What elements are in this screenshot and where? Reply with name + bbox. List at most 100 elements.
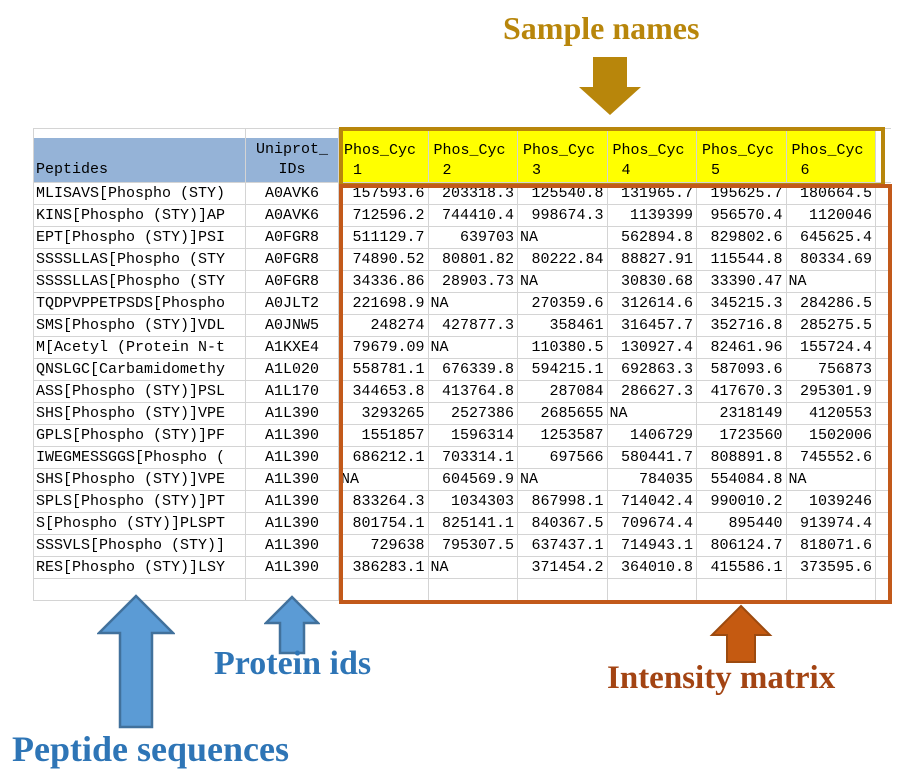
cell-uniprot[interactable]: A0JNW5: [246, 315, 339, 337]
cell-peptide[interactable]: RES[Phospho (STY)]LSY: [34, 557, 246, 579]
cell-intensity[interactable]: 795307.5: [428, 535, 518, 557]
cell-empty[interactable]: [518, 579, 608, 601]
cell-uniprot[interactable]: A0FGR8: [246, 249, 339, 271]
cell-uniprot[interactable]: A1L020: [246, 359, 339, 381]
cell-intensity[interactable]: 1139399: [607, 205, 697, 227]
cell-intensity[interactable]: 714943.1: [607, 535, 697, 557]
cell-intensity[interactable]: 818071.6: [786, 535, 876, 557]
cell-intensity[interactable]: 895440: [697, 513, 787, 535]
cell-uniprot[interactable]: A1L390: [246, 425, 339, 447]
cell-intensity[interactable]: 221698.9: [339, 293, 429, 315]
cell-intensity[interactable]: 806124.7: [697, 535, 787, 557]
cell-intensity[interactable]: 840367.5: [518, 513, 608, 535]
cell-intensity[interactable]: 1406729: [607, 425, 697, 447]
cell-intensity[interactable]: 1596314: [428, 425, 518, 447]
cell-intensity[interactable]: 554084.8: [697, 469, 787, 491]
cell-peptide[interactable]: IWEGMESSGGS[Phospho (: [34, 447, 246, 469]
cell-peptide[interactable]: SSSSLLAS[Phospho (STY: [34, 249, 246, 271]
cell-intensity[interactable]: 358461: [518, 315, 608, 337]
cell-empty[interactable]: [876, 403, 891, 425]
cell-empty[interactable]: [876, 227, 891, 249]
cell-intensity[interactable]: 373595.6: [786, 557, 876, 579]
cell-intensity[interactable]: 415586.1: [697, 557, 787, 579]
cell-intensity[interactable]: 248274: [339, 315, 429, 337]
cell-intensity[interactable]: NA: [428, 337, 518, 359]
cell-intensity[interactable]: 709674.4: [607, 513, 697, 535]
cell-peptide[interactable]: QNSLGC[Carbamidomethy: [34, 359, 246, 381]
cell-uniprot[interactable]: A1L170: [246, 381, 339, 403]
cell-empty[interactable]: [876, 337, 891, 359]
cell-intensity[interactable]: 417670.3: [697, 381, 787, 403]
cell-intensity[interactable]: 4120553: [786, 403, 876, 425]
cell-uniprot[interactable]: A1L390: [246, 403, 339, 425]
cell-intensity[interactable]: 714042.4: [607, 491, 697, 513]
cell-peptide[interactable]: M[Acetyl (Protein N-t: [34, 337, 246, 359]
cell-intensity[interactable]: 1502006: [786, 425, 876, 447]
cell-peptide[interactable]: ASS[Phospho (STY)]PSL: [34, 381, 246, 403]
cell-intensity[interactable]: 270359.6: [518, 293, 608, 315]
cell-intensity[interactable]: 712596.2: [339, 205, 429, 227]
cell-intensity[interactable]: 801754.1: [339, 513, 429, 535]
cell-intensity[interactable]: 1723560: [697, 425, 787, 447]
cell-intensity[interactable]: 79679.09: [339, 337, 429, 359]
cell-intensity[interactable]: NA: [786, 271, 876, 293]
cell-intensity[interactable]: 316457.7: [607, 315, 697, 337]
cell-intensity[interactable]: 364010.8: [607, 557, 697, 579]
cell-intensity[interactable]: 295301.9: [786, 381, 876, 403]
cell-uniprot[interactable]: A0AVK6: [246, 183, 339, 205]
cell-intensity[interactable]: 594215.1: [518, 359, 608, 381]
cell-intensity[interactable]: 352716.8: [697, 315, 787, 337]
cell-empty[interactable]: [876, 249, 891, 271]
cell-intensity[interactable]: 558781.1: [339, 359, 429, 381]
cell-intensity[interactable]: 745552.6: [786, 447, 876, 469]
cell-intensity[interactable]: 344653.8: [339, 381, 429, 403]
cell-intensity[interactable]: 284286.5: [786, 293, 876, 315]
cell-peptide[interactable]: KINS[Phospho (STY)]AP: [34, 205, 246, 227]
cell-empty[interactable]: [876, 513, 891, 535]
cell-empty[interactable]: [607, 579, 697, 601]
cell-empty[interactable]: [876, 469, 891, 491]
cell-empty[interactable]: [876, 293, 891, 315]
cell-empty[interactable]: [876, 183, 891, 205]
cell-intensity[interactable]: 180664.5: [786, 183, 876, 205]
column-header-peptides[interactable]: Peptides: [34, 138, 246, 183]
cell-intensity[interactable]: NA: [428, 293, 518, 315]
column-header-sample[interactable]: Phos_Cyc 1: [339, 138, 429, 183]
cell-empty[interactable]: [876, 359, 891, 381]
cell-intensity[interactable]: 2685655: [518, 403, 608, 425]
cell-intensity[interactable]: 703314.1: [428, 447, 518, 469]
column-header-sample[interactable]: Phos_Cyc 5: [697, 138, 787, 183]
cell-peptide[interactable]: SMS[Phospho (STY)]VDL: [34, 315, 246, 337]
cell-intensity[interactable]: 371454.2: [518, 557, 608, 579]
cell-empty[interactable]: [876, 381, 891, 403]
cell-intensity[interactable]: 33390.47: [697, 271, 787, 293]
cell-intensity[interactable]: 913974.4: [786, 513, 876, 535]
cell-peptide[interactable]: SHS[Phospho (STY)]VPE: [34, 403, 246, 425]
cell-intensity[interactable]: 115544.8: [697, 249, 787, 271]
cell-intensity[interactable]: 195625.7: [697, 183, 787, 205]
cell-intensity[interactable]: 511129.7: [339, 227, 429, 249]
cell-peptide[interactable]: TQDPVPPETPSDS[Phospho: [34, 293, 246, 315]
cell-intensity[interactable]: 676339.8: [428, 359, 518, 381]
cell-empty[interactable]: [876, 315, 891, 337]
cell-intensity[interactable]: 287084: [518, 381, 608, 403]
cell-empty[interactable]: [876, 271, 891, 293]
column-header-sample[interactable]: Phos_Cyc 6: [786, 138, 876, 183]
cell-peptide[interactable]: S[Phospho (STY)]PLSPT: [34, 513, 246, 535]
column-header-sample[interactable]: Phos_Cyc 3: [518, 138, 608, 183]
cell-empty[interactable]: [339, 579, 429, 601]
cell-uniprot[interactable]: A1L390: [246, 491, 339, 513]
cell-intensity[interactable]: 80801.82: [428, 249, 518, 271]
cell-peptide[interactable]: GPLS[Phospho (STY)]PF: [34, 425, 246, 447]
cell-intensity[interactable]: 82461.96: [697, 337, 787, 359]
cell-intensity[interactable]: 157593.6: [339, 183, 429, 205]
cell-empty[interactable]: [428, 579, 518, 601]
cell-empty[interactable]: [876, 535, 891, 557]
cell-intensity[interactable]: 285275.5: [786, 315, 876, 337]
cell-intensity[interactable]: 286627.3: [607, 381, 697, 403]
column-header-sample[interactable]: Phos_Cyc 4: [607, 138, 697, 183]
cell-peptide[interactable]: SHS[Phospho (STY)]VPE: [34, 469, 246, 491]
cell-intensity[interactable]: 686212.1: [339, 447, 429, 469]
cell-intensity[interactable]: NA: [428, 557, 518, 579]
cell-intensity[interactable]: NA: [518, 227, 608, 249]
